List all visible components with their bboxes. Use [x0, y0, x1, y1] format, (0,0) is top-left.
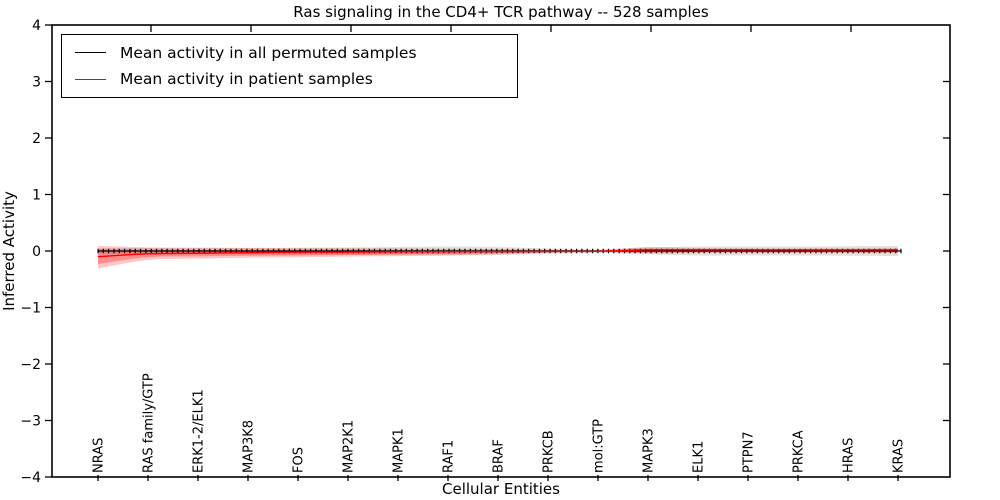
legend-label-permuted: Mean activity in all permuted samples	[120, 43, 417, 62]
x-tick-label: ELK1	[692, 441, 707, 473]
y-tick-label: −3	[20, 414, 41, 430]
x-axis-title: Cellular Entities	[442, 480, 560, 498]
x-tick-label: NRAS	[92, 438, 107, 473]
x-tick-label: RAS family/GTP	[142, 373, 157, 473]
legend-line-black-icon	[75, 52, 106, 54]
x-tick-label: PRKCB	[542, 430, 557, 473]
y-tick-label: 1	[32, 188, 41, 204]
y-tick-label: 0	[32, 244, 41, 260]
legend-label-patient: Mean activity in patient samples	[120, 70, 373, 89]
x-tick-label: ERK1-2/ELK1	[192, 389, 207, 473]
legend-line-red-icon	[75, 78, 106, 80]
x-tick-label: MAPK1	[392, 428, 407, 473]
axis-ticks	[45, 24, 950, 481]
y-tick-label: −4	[20, 470, 41, 486]
x-tick-label: FOS	[292, 447, 307, 473]
legend: Mean activity in all permuted samples Me…	[61, 34, 518, 98]
x-tick-label: HRAS	[842, 438, 857, 473]
x-tick-label: MAP3K8	[242, 420, 257, 473]
y-tick-label: 4	[32, 18, 41, 34]
patient-mean-line	[97, 249, 899, 258]
y-tick-label: 3	[32, 75, 41, 91]
legend-entry-permuted: Mean activity in all permuted samples	[75, 44, 517, 62]
mean-lines	[97, 248, 902, 258]
x-tick-labels: NRAS RAS family/GTP ERK1-2/ELK1 MAP3K8 FOS MA…	[92, 373, 907, 473]
y-tick-label: −2	[20, 357, 41, 373]
legend-entry-patient: Mean activity in patient samples	[75, 70, 517, 88]
x-tick-label: BRAF	[492, 439, 507, 473]
y-tick-label: 2	[32, 131, 41, 147]
x-tick-label: mol:GTP	[592, 419, 607, 473]
y-tick-labels: 4 3 2 1 0 −1 −2 −3 −4	[20, 18, 41, 486]
x-tick-label: RAF1	[442, 440, 457, 473]
x-tick-label: MAPK3	[642, 428, 657, 473]
x-tick-label: MAP2K1	[342, 420, 357, 473]
x-tick-label: KRAS	[892, 439, 907, 473]
y-axis-title: Inferred Activity	[0, 191, 18, 311]
x-tick-label: PRKCA	[792, 430, 807, 473]
chart-title: Ras signaling in the CD4+ TCR pathway --…	[293, 3, 709, 21]
x-tick-label: PTPN7	[742, 431, 757, 473]
y-tick-label: −1	[20, 301, 41, 317]
